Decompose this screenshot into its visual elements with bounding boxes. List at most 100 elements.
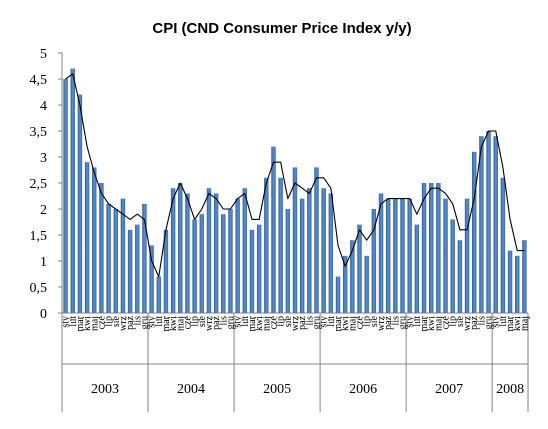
bar xyxy=(278,177,283,313)
bar xyxy=(192,219,197,313)
bar xyxy=(342,255,348,313)
x-tick-label: lut xyxy=(68,316,79,327)
x-tick-label: lut xyxy=(498,316,509,327)
bar xyxy=(321,188,326,313)
bar xyxy=(163,229,169,313)
x-tick-label: sie xyxy=(369,315,380,327)
x-tick-label: sie xyxy=(197,315,208,327)
x-tick-label: lip xyxy=(104,316,115,327)
y-tick-label: 2 xyxy=(40,203,47,218)
bar xyxy=(314,167,319,313)
y-tick-label: 3,5 xyxy=(30,125,48,140)
bar xyxy=(221,214,226,313)
bar xyxy=(472,151,477,313)
axes xyxy=(58,52,529,412)
trend-line xyxy=(65,73,525,278)
x-tick-label: lis xyxy=(218,316,229,326)
x-tick-label: lis xyxy=(304,316,315,326)
y-tick-label: 1,5 xyxy=(30,229,48,244)
x-tick-label: kwi xyxy=(426,316,437,331)
x-tick-label: lut xyxy=(240,316,251,327)
bar xyxy=(414,224,420,313)
bar xyxy=(479,136,484,313)
x-tick-label: sty xyxy=(405,316,416,328)
y-tick-label: 4 xyxy=(40,99,47,114)
x-tick-label: wrz xyxy=(462,315,473,331)
bar xyxy=(178,183,183,313)
y-tick-label: 2,5 xyxy=(30,177,48,192)
x-tick-label: paź xyxy=(297,315,308,329)
x-tick-label: gru xyxy=(225,316,236,329)
bar xyxy=(299,198,305,313)
x-tick-label: wrz xyxy=(118,315,129,331)
bar xyxy=(84,162,90,313)
bar xyxy=(149,245,154,313)
bar xyxy=(256,224,262,313)
x-tick-label: sie xyxy=(283,315,294,327)
x-tick-label: paź xyxy=(383,315,394,329)
bar xyxy=(135,224,140,313)
x-tick-label: wrz xyxy=(290,315,301,331)
bar xyxy=(307,188,312,313)
x-tick-label: lut xyxy=(154,316,165,327)
x-tick-label: maj xyxy=(519,316,530,331)
year-label: 2003 xyxy=(91,382,119,397)
bar xyxy=(63,79,68,313)
bar xyxy=(120,198,126,313)
bar xyxy=(400,198,405,313)
x-tick-label: mar xyxy=(505,315,516,331)
bar xyxy=(271,146,276,313)
year-label: 2008 xyxy=(496,382,524,397)
bar xyxy=(328,193,334,313)
x-tick-label: cze xyxy=(182,315,193,329)
x-tick-label: maj xyxy=(347,316,358,331)
bar xyxy=(70,68,75,313)
bar xyxy=(393,198,398,313)
x-tick-label: lip xyxy=(190,316,201,327)
x-tick-label: kwi xyxy=(168,316,179,331)
bar xyxy=(142,203,147,313)
bar xyxy=(507,250,513,313)
x-tick-label: sty xyxy=(319,316,330,328)
x-tick-label: paź xyxy=(125,315,136,329)
x-tick-label: sie xyxy=(111,315,122,327)
bar xyxy=(99,183,104,313)
year-label: 2006 xyxy=(349,382,377,397)
bar xyxy=(77,94,83,313)
y-tick-label: 0 xyxy=(40,307,47,322)
year-labels: 2003 2004 2005 2006 2007 2008 xyxy=(91,382,524,397)
bar xyxy=(364,255,369,313)
bar xyxy=(436,183,441,313)
bar xyxy=(335,276,341,313)
bar xyxy=(385,198,391,313)
bar xyxy=(292,167,298,313)
x-tick-label: sty xyxy=(61,316,72,328)
y-tick-label: 5 xyxy=(40,47,47,62)
x-tick-label: cze xyxy=(268,315,279,329)
bar xyxy=(486,131,491,313)
x-tick-label: gru xyxy=(484,316,495,329)
bar xyxy=(106,203,111,313)
year-label: 2007 xyxy=(435,382,463,397)
x-tick-label: cze xyxy=(441,315,452,329)
x-tick-label: mar xyxy=(247,315,258,331)
y-tick-label: 1 xyxy=(40,255,47,270)
bar xyxy=(285,209,291,313)
bar xyxy=(522,240,527,313)
chart-title: CPI (CND Consumer Price Index y/y) xyxy=(152,20,411,37)
x-tick-label: lip xyxy=(276,316,287,327)
bar xyxy=(500,177,506,313)
year-label: 2005 xyxy=(263,382,291,397)
y-tick-label: 3 xyxy=(40,151,47,166)
x-tick-label: kwi xyxy=(512,316,523,331)
x-tick-label: lis xyxy=(390,316,401,326)
x-tick-label: lut xyxy=(326,316,337,327)
x-tick-label: sty xyxy=(233,316,244,328)
y-tick-labels: 0 0,5 1 1,5 2 2,5 3 3,5 4 4,5 5 xyxy=(30,47,48,322)
bar xyxy=(443,198,448,313)
bar xyxy=(457,240,463,313)
bar xyxy=(407,198,412,313)
bar xyxy=(170,188,176,313)
bar xyxy=(350,240,355,313)
